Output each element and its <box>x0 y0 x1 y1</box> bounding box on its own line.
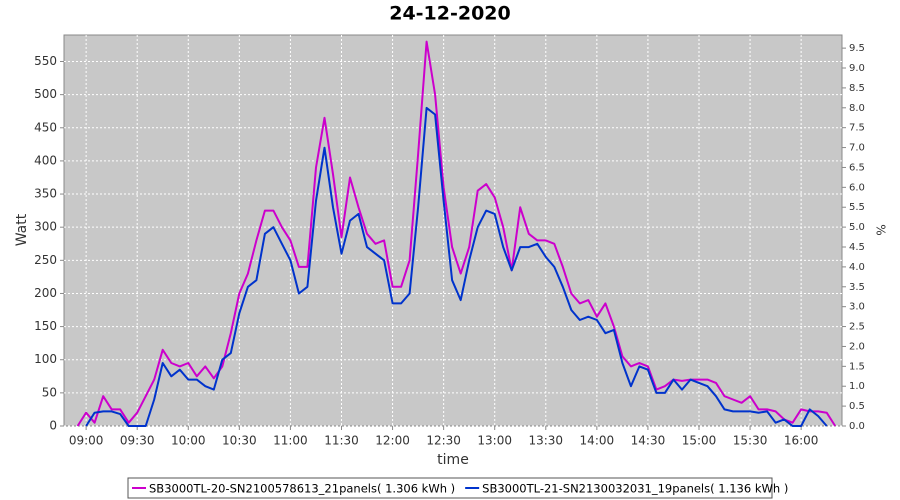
y-tick-label: 400 <box>34 153 57 167</box>
x-tick-label: 15:30 <box>733 434 768 448</box>
y-tick-label: 150 <box>34 319 57 333</box>
y-tick-label: 100 <box>34 352 57 366</box>
x-tick-label: 11:00 <box>273 434 308 448</box>
y-tick-label: 450 <box>34 120 57 134</box>
y2-tick-label: 6.0 <box>849 182 865 193</box>
x-tick-label: 11:30 <box>324 434 359 448</box>
y-tick-label: 50 <box>42 385 57 399</box>
x-tick-label: 12:30 <box>426 434 461 448</box>
legend-label: SB3000TL-21-SN2130032031_19panels( 1.136… <box>482 482 788 496</box>
y-tick-label: 200 <box>34 286 57 300</box>
y2-tick-label: 5.5 <box>849 202 865 213</box>
y2-tick-label: 2.5 <box>849 322 865 333</box>
x-tick-label: 10:00 <box>171 434 206 448</box>
y2-axis-label: % <box>874 224 888 235</box>
y2-tick-label: 9.5 <box>849 43 865 54</box>
x-axis-label: time <box>437 452 469 468</box>
legend-label: SB3000TL-20-SN2100578613_21panels( 1.306… <box>149 482 455 496</box>
y-tick-label: 500 <box>34 87 57 101</box>
y2-tick-label: 3.0 <box>849 302 865 313</box>
y2-tick-label: 5.0 <box>849 222 865 233</box>
y2-tick-label: 2.0 <box>849 341 865 352</box>
series-line <box>76 40 837 427</box>
legend <box>127 477 773 499</box>
y2-tick-label: 4.0 <box>849 262 865 273</box>
y2-tick-label: 1.5 <box>849 361 865 372</box>
x-tick-label: 09:30 <box>120 434 155 448</box>
x-tick-label: 13:30 <box>528 434 563 448</box>
x-tick-label: 09:00 <box>69 434 104 448</box>
y-tick-label: 550 <box>34 54 57 68</box>
y2-tick-label: 8.0 <box>849 103 865 114</box>
chart-title: 24-12-2020 <box>389 3 511 25</box>
y2-tick-label: 4.5 <box>849 242 865 253</box>
y-tick-label: 300 <box>34 220 57 234</box>
y2-tick-label: 0.5 <box>849 401 865 412</box>
x-tick-label: 13:00 <box>477 434 512 448</box>
y-tick-label: 350 <box>34 187 57 201</box>
x-tick-label: 15:00 <box>682 434 717 448</box>
y2-tick-label: 8.5 <box>849 83 865 94</box>
y-tick-label: 250 <box>34 253 57 267</box>
y2-tick-label: 7.0 <box>849 143 865 154</box>
plot-area <box>63 34 843 427</box>
y-tick-label: 0 <box>49 419 57 433</box>
y2-tick-label: 9.0 <box>849 63 865 74</box>
y2-tick-label: 6.5 <box>849 162 865 173</box>
y2-tick-label: 3.5 <box>849 282 865 293</box>
x-tick-label: 10:30 <box>222 434 257 448</box>
x-tick-label: 14:00 <box>580 434 615 448</box>
y2-tick-label: 1.0 <box>849 381 865 392</box>
x-tick-label: 16:00 <box>784 434 819 448</box>
series-line <box>85 106 828 427</box>
x-tick-label: 14:30 <box>631 434 666 448</box>
y2-tick-label: 0.0 <box>849 421 865 432</box>
y2-tick-label: 7.5 <box>849 123 865 134</box>
y-axis-label: Watt <box>14 213 30 246</box>
x-tick-label: 12:00 <box>375 434 410 448</box>
